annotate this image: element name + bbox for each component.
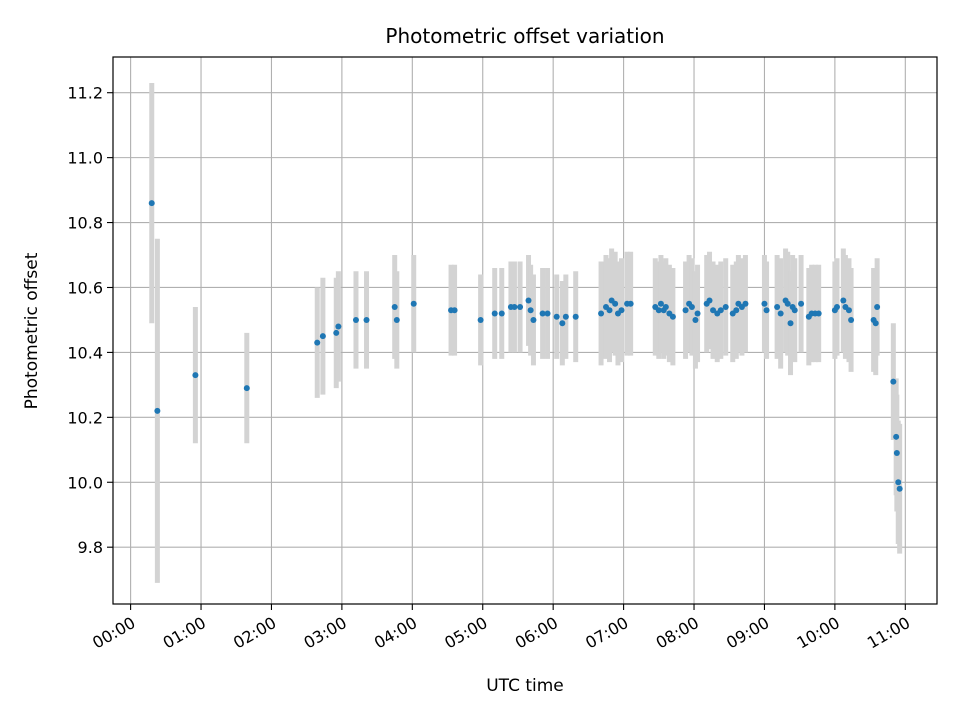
data-point: [717, 307, 724, 314]
data-point: [774, 303, 781, 310]
x-axis-label: UTC time: [486, 676, 564, 696]
data-point: [333, 329, 340, 336]
data-point: [553, 313, 560, 320]
data-point: [562, 313, 569, 320]
data-point: [627, 300, 634, 307]
x-tick-label: 07:00: [582, 613, 631, 653]
data-point: [694, 310, 701, 317]
data-point: [874, 303, 881, 310]
data-point: [815, 310, 822, 317]
y-tick-label: 10.4: [67, 343, 103, 362]
data-point: [477, 316, 484, 323]
x-tick-label: 04:00: [371, 613, 420, 653]
chart-title: Photometric offset variation: [385, 24, 664, 48]
x-axis: 00:00 01:00 02:00 03:00 04:00 05:00 06:00 07:00…: [89, 604, 913, 653]
data-point: [498, 310, 505, 317]
data-point: [895, 479, 902, 486]
data-point: [761, 300, 768, 307]
y-tick-label: 10.8: [67, 214, 103, 233]
data-point: [154, 407, 161, 414]
data-point: [893, 450, 900, 457]
data-point: [335, 323, 342, 330]
data-point: [784, 300, 791, 307]
x-tick-label: 09:00: [723, 613, 772, 653]
data-point: [363, 316, 370, 323]
data-point: [393, 316, 400, 323]
data-point: [669, 313, 676, 320]
data-point: [692, 316, 699, 323]
plot-frame: [112, 56, 938, 605]
data-point: [572, 313, 579, 320]
x-tick-label: 10:00: [793, 613, 842, 653]
y-tick-label: 11.2: [67, 84, 103, 103]
data-point: [530, 316, 537, 323]
data-point: [655, 307, 662, 314]
data-point: [527, 307, 534, 314]
x-tick-label: 03:00: [300, 613, 349, 653]
data-point: [872, 320, 879, 327]
y-axis-label: Photometric offset: [22, 252, 42, 409]
data-point: [517, 303, 524, 310]
data-point: [491, 310, 498, 317]
data-point: [511, 303, 518, 310]
data-point: [893, 433, 900, 440]
data-point: [391, 303, 398, 310]
data-points: [148, 200, 903, 492]
data-point: [319, 333, 326, 340]
data-point: [688, 303, 695, 310]
data-point: [798, 300, 805, 307]
x-tick-label: 01:00: [160, 613, 209, 653]
data-point: [896, 485, 903, 492]
data-point: [559, 320, 566, 327]
data-point: [848, 316, 855, 323]
data-point: [525, 297, 532, 304]
data-point: [314, 339, 321, 346]
data-point: [787, 320, 794, 327]
data-point: [845, 307, 852, 314]
data-point: [833, 303, 840, 310]
data-point: [890, 378, 897, 385]
data-point: [618, 307, 625, 314]
grid: [113, 57, 937, 604]
data-point: [777, 310, 784, 317]
y-tick-label: 11.0: [67, 149, 103, 168]
data-point: [742, 300, 749, 307]
y-tick-label: 10.6: [67, 278, 103, 297]
x-tick-label: 00:00: [89, 613, 138, 653]
data-point: [352, 316, 359, 323]
x-tick-label: 11:00: [864, 613, 913, 653]
x-tick-label: 08:00: [653, 613, 702, 653]
data-point: [606, 307, 613, 314]
data-point: [722, 303, 729, 310]
data-point: [451, 307, 458, 314]
data-point: [612, 300, 619, 307]
y-tick-label: 10.0: [67, 473, 103, 492]
data-point: [539, 310, 546, 317]
data-point: [243, 385, 250, 392]
data-point: [791, 307, 798, 314]
data-point: [544, 310, 551, 317]
data-point: [192, 372, 199, 379]
data-point: [148, 200, 155, 207]
data-point: [410, 300, 417, 307]
data-point: [706, 297, 713, 304]
data-point: [763, 307, 770, 314]
data-point: [662, 303, 669, 310]
y-axis: 9.8 10.0 10.2 10.4 10.6 10.8 11.0 11.2: [67, 84, 113, 557]
data-point: [840, 297, 847, 304]
data-point: [598, 310, 605, 317]
x-tick-label: 06:00: [512, 613, 561, 653]
data-point: [657, 300, 664, 307]
data-point: [682, 307, 689, 314]
x-tick-label: 02:00: [230, 613, 279, 653]
data-point: [710, 307, 717, 314]
data-point: [733, 307, 740, 314]
x-tick-label: 05:00: [441, 613, 490, 653]
y-tick-label: 9.8: [78, 538, 103, 557]
y-tick-label: 10.2: [67, 408, 103, 427]
